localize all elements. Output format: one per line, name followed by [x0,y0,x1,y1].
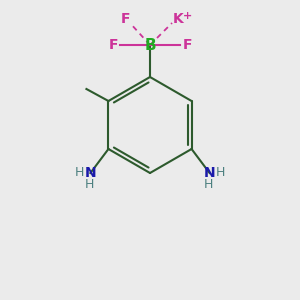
Text: +: + [183,11,193,21]
Text: N: N [204,166,215,180]
Text: H: H [204,178,213,191]
Text: H: H [75,166,84,178]
Text: F: F [120,12,130,26]
Text: H: H [85,178,94,191]
Text: H: H [216,166,225,178]
Text: K: K [172,12,183,26]
Text: F: F [108,38,118,52]
Text: N: N [85,166,96,180]
Text: B: B [144,38,156,52]
Text: F: F [182,38,192,52]
